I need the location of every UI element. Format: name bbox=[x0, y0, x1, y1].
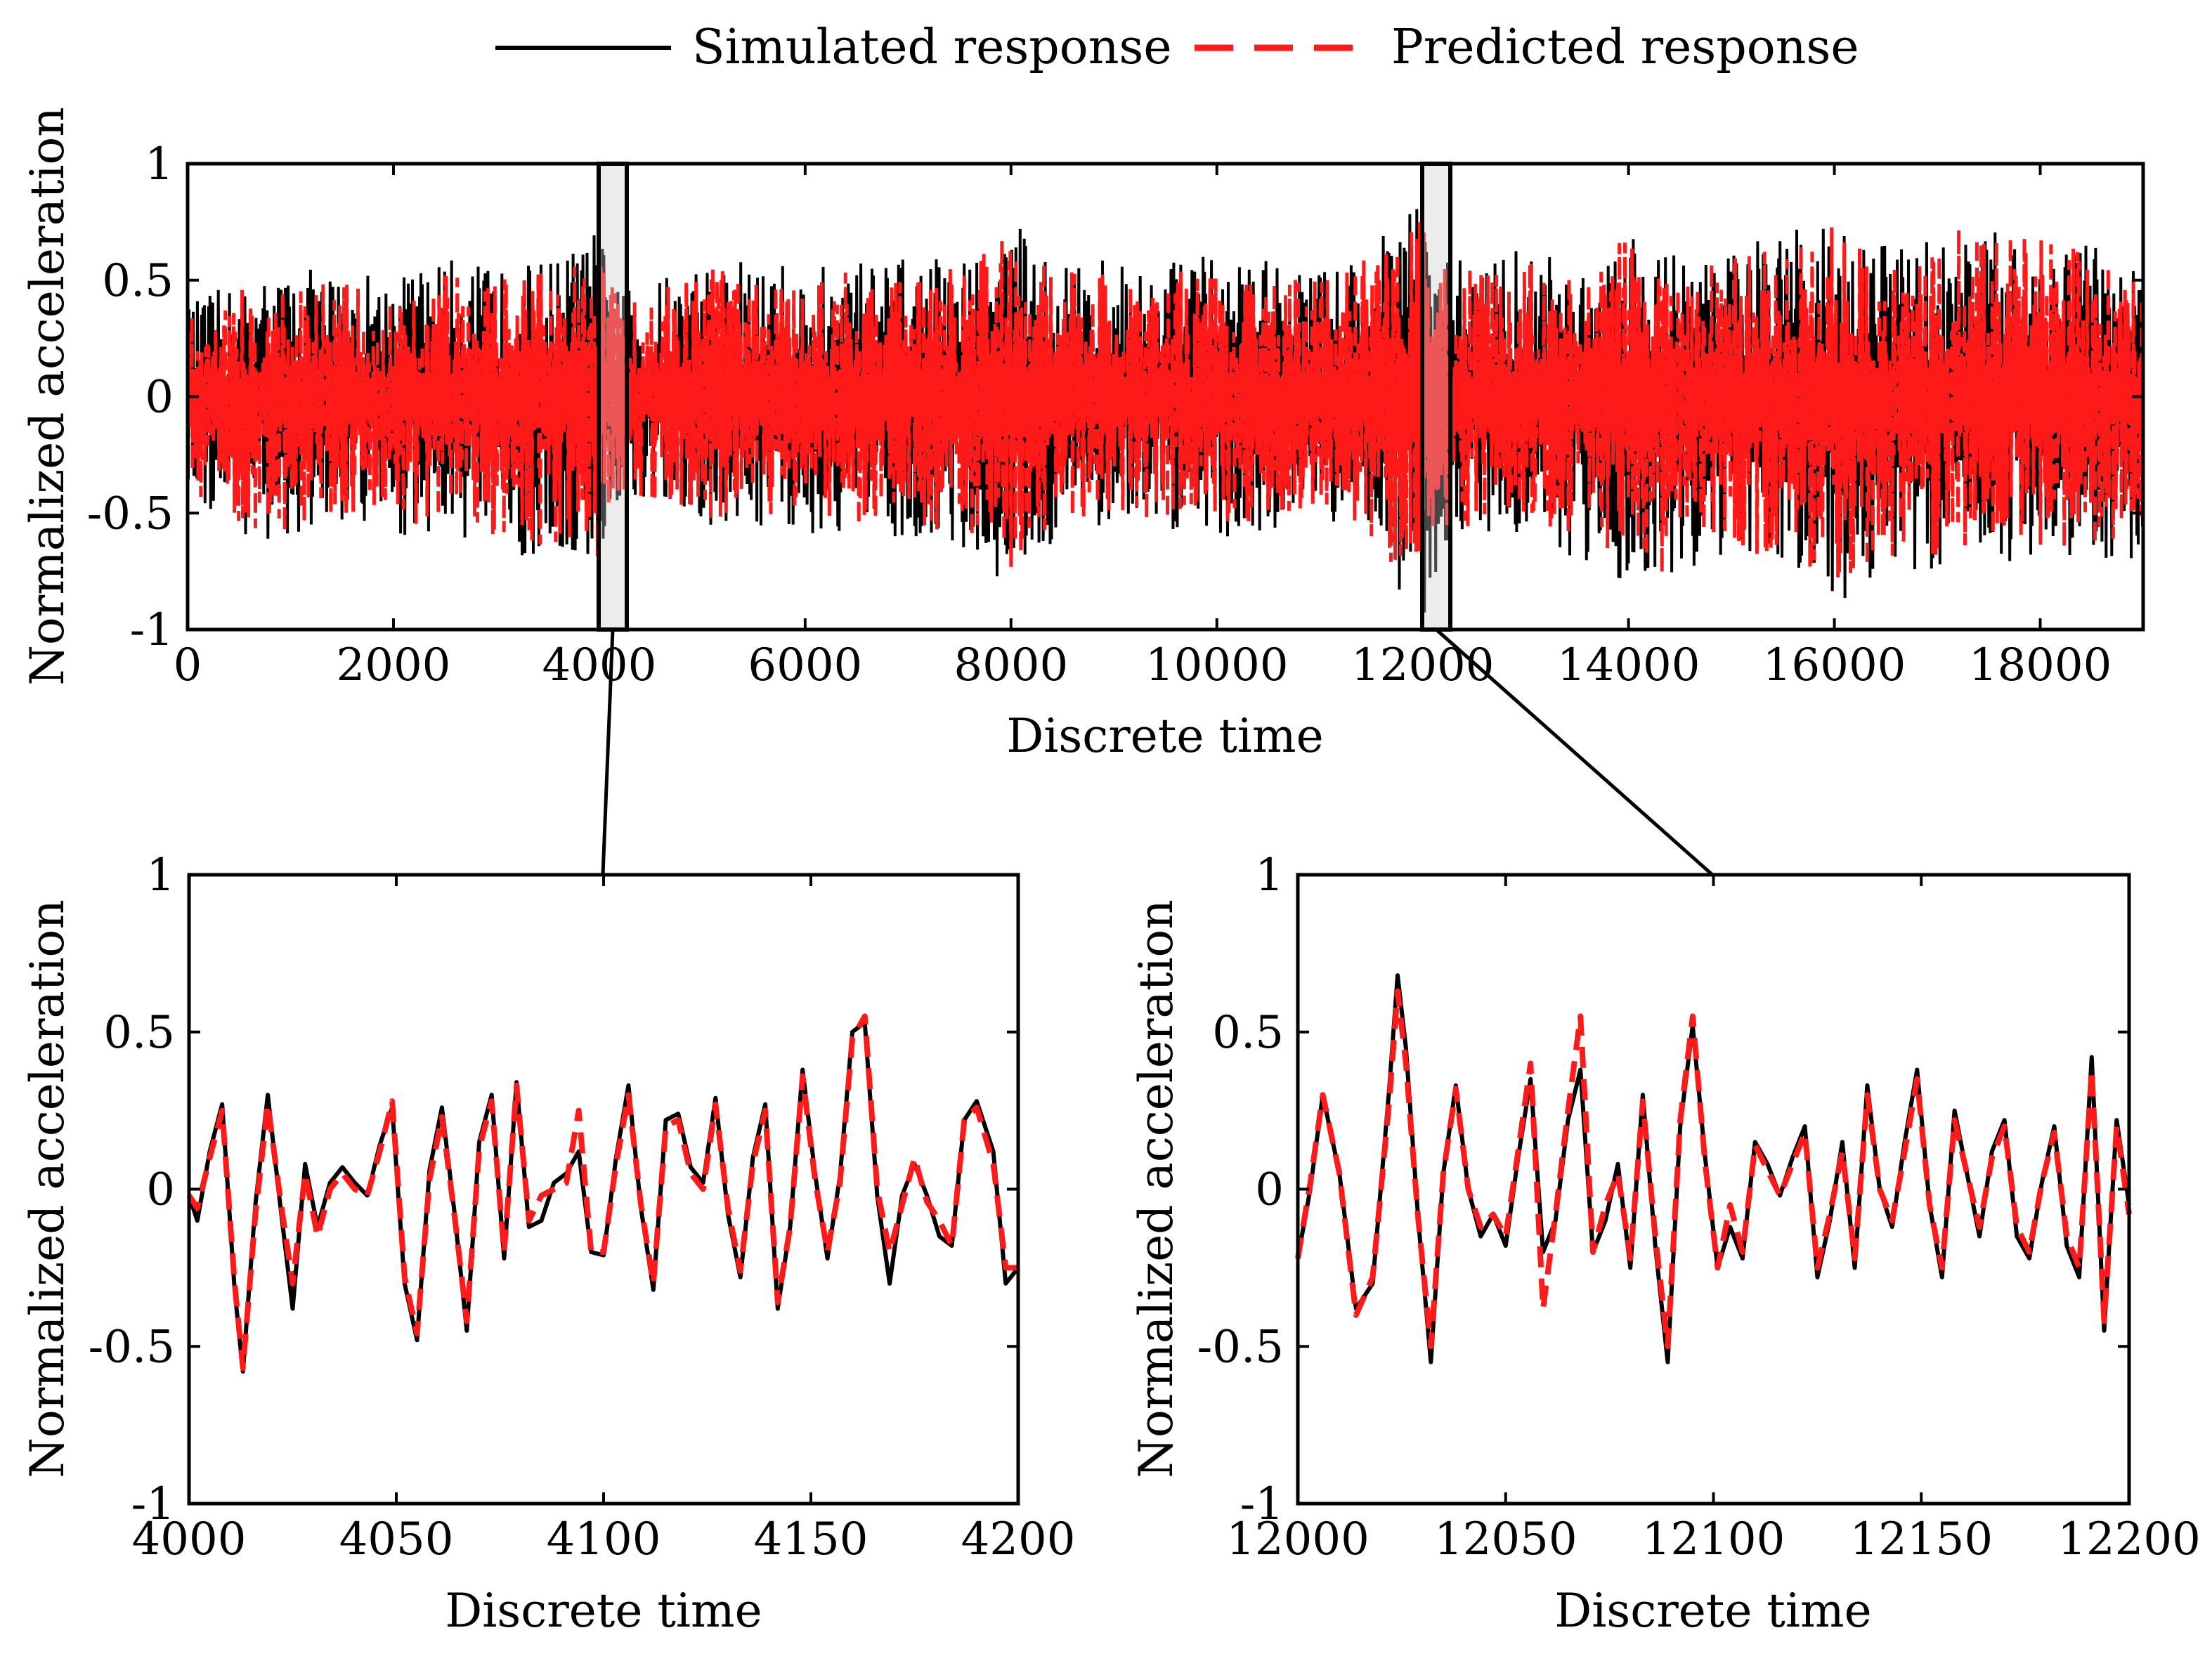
zoom-right-y-tick-label: 0.5 bbox=[1212, 1007, 1284, 1059]
zoom-left-x-tick-label: 4200 bbox=[961, 1513, 1076, 1565]
overview-x-tick-label: 4000 bbox=[542, 639, 656, 691]
zoom-region-box-left bbox=[597, 162, 629, 632]
zoom-left-y-tick-label: 0.5 bbox=[103, 1007, 175, 1059]
overview-series-predicted bbox=[186, 222, 2145, 578]
overview-x-axis-label: Discrete time bbox=[1006, 709, 1323, 763]
overview-x-tick-label: 8000 bbox=[954, 639, 1068, 691]
zoom-right-axes: 12000 12050 12100 12150 12200 -1 -0.5 0 0.5 1 bbox=[1197, 849, 2201, 1565]
zoom-left-x-tick-label: 4150 bbox=[754, 1513, 868, 1565]
zoom-left-y-tick-label: -1 bbox=[131, 1478, 175, 1530]
overview-y-tick-label: 0.5 bbox=[102, 255, 174, 307]
overview-series-layer bbox=[186, 209, 2145, 613]
legend-simulated-label: Simulated response bbox=[692, 20, 1172, 75]
overview-x-tick-label: 6000 bbox=[748, 639, 862, 691]
zoom-right-series-layer bbox=[1295, 973, 2132, 1364]
zoom-left-axes: 4000 4050 4100 4150 4200 -1 -0.5 0 0.5 1 bbox=[89, 849, 1076, 1565]
zoom-left-series-predicted bbox=[186, 1013, 1018, 1372]
zoom-right-plot: 12000 12050 12100 12150 12200 -1 -0.5 0 0.5 1 Dis… bbox=[1129, 849, 2201, 1638]
zoom-right-plot-frame bbox=[1296, 873, 2131, 1506]
overview-x-tick-label: 12000 bbox=[1351, 639, 1495, 691]
zoom-right-y-tick-label: 0 bbox=[1255, 1164, 1284, 1216]
overview-y-tick-label: 1 bbox=[145, 138, 174, 190]
overview-y-tick-label: -0.5 bbox=[87, 488, 174, 540]
zoom-left-y-axis-label: Normalized acceleration bbox=[20, 899, 74, 1478]
overview-axes: 0 2000 4000 6000 8000 10000 12000 14000 16000 180… bbox=[87, 138, 2143, 691]
zoom-connector-right bbox=[1435, 628, 1714, 876]
zoom-right-y-tick-label: -0.5 bbox=[1197, 1321, 1284, 1373]
zoom-right-x-tick-label: 12150 bbox=[1849, 1513, 1993, 1565]
overview-x-tick-label: 10000 bbox=[1145, 639, 1289, 691]
zoom-right-x-tick-label: 12000 bbox=[1226, 1513, 1370, 1565]
zoom-right-y-tick-label: 1 bbox=[1255, 849, 1284, 901]
zoom-left-y-tick-label: 0 bbox=[146, 1164, 175, 1216]
zoom-left-y-tick-label: 1 bbox=[146, 849, 175, 901]
zoom-left-series-simulated bbox=[187, 1020, 1020, 1374]
overview-x-tick-label: 18000 bbox=[1969, 639, 2112, 691]
zoom-connector-left bbox=[601, 629, 615, 875]
zoom-left-x-tick-label: 4000 bbox=[132, 1513, 247, 1565]
zoom-left-x-axis-label: Discrete time bbox=[445, 1584, 762, 1638]
zoom-left-plot: 4000 4050 4100 4150 4200 -1 -0.5 0 0.5 1 Discrete… bbox=[20, 849, 1075, 1638]
overview-x-tick-label: 2000 bbox=[337, 639, 451, 691]
zoom-right-x-tick-label: 12200 bbox=[2057, 1513, 2201, 1565]
overview-x-tick-label: 14000 bbox=[1557, 639, 1700, 691]
legend-predicted-label: Predicted response bbox=[1391, 20, 1859, 75]
overview-x-tick-label: 16000 bbox=[1763, 639, 1906, 691]
overview-x-tick-label: 0 bbox=[174, 639, 202, 691]
zoom-region-box-right bbox=[1420, 162, 1452, 632]
overview-y-tick-label: -1 bbox=[130, 604, 174, 656]
overview-y-tick-label: 0 bbox=[145, 372, 174, 424]
zoom-left-x-tick-label: 4100 bbox=[547, 1513, 661, 1565]
overview-plot: 0 2000 4000 6000 8000 10000 12000 14000 16000 180… bbox=[20, 107, 2145, 763]
zoom-right-series-simulated bbox=[1296, 973, 2131, 1364]
zoom-left-series-layer bbox=[186, 1013, 1020, 1374]
zoom-right-y-axis-label: Normalized acceleration bbox=[1129, 899, 1183, 1478]
zoom-right-x-tick-label: 12050 bbox=[1434, 1513, 1577, 1565]
zoom-left-x-tick-label: 4050 bbox=[339, 1513, 454, 1565]
zoom-right-x-tick-label: 12100 bbox=[1642, 1513, 1785, 1565]
zoom-right-y-tick-label: -1 bbox=[1240, 1478, 1284, 1530]
zoom-right-series-predicted bbox=[1295, 988, 2132, 1350]
zoom-left-y-tick-label: -0.5 bbox=[89, 1321, 175, 1373]
zoom-left-plot-frame bbox=[187, 873, 1020, 1506]
overview-y-axis-label: Normalized acceleration bbox=[20, 107, 74, 686]
legend: Simulated response Predicted response bbox=[495, 20, 1859, 75]
zoom-right-x-axis-label: Discrete time bbox=[1554, 1584, 1871, 1638]
